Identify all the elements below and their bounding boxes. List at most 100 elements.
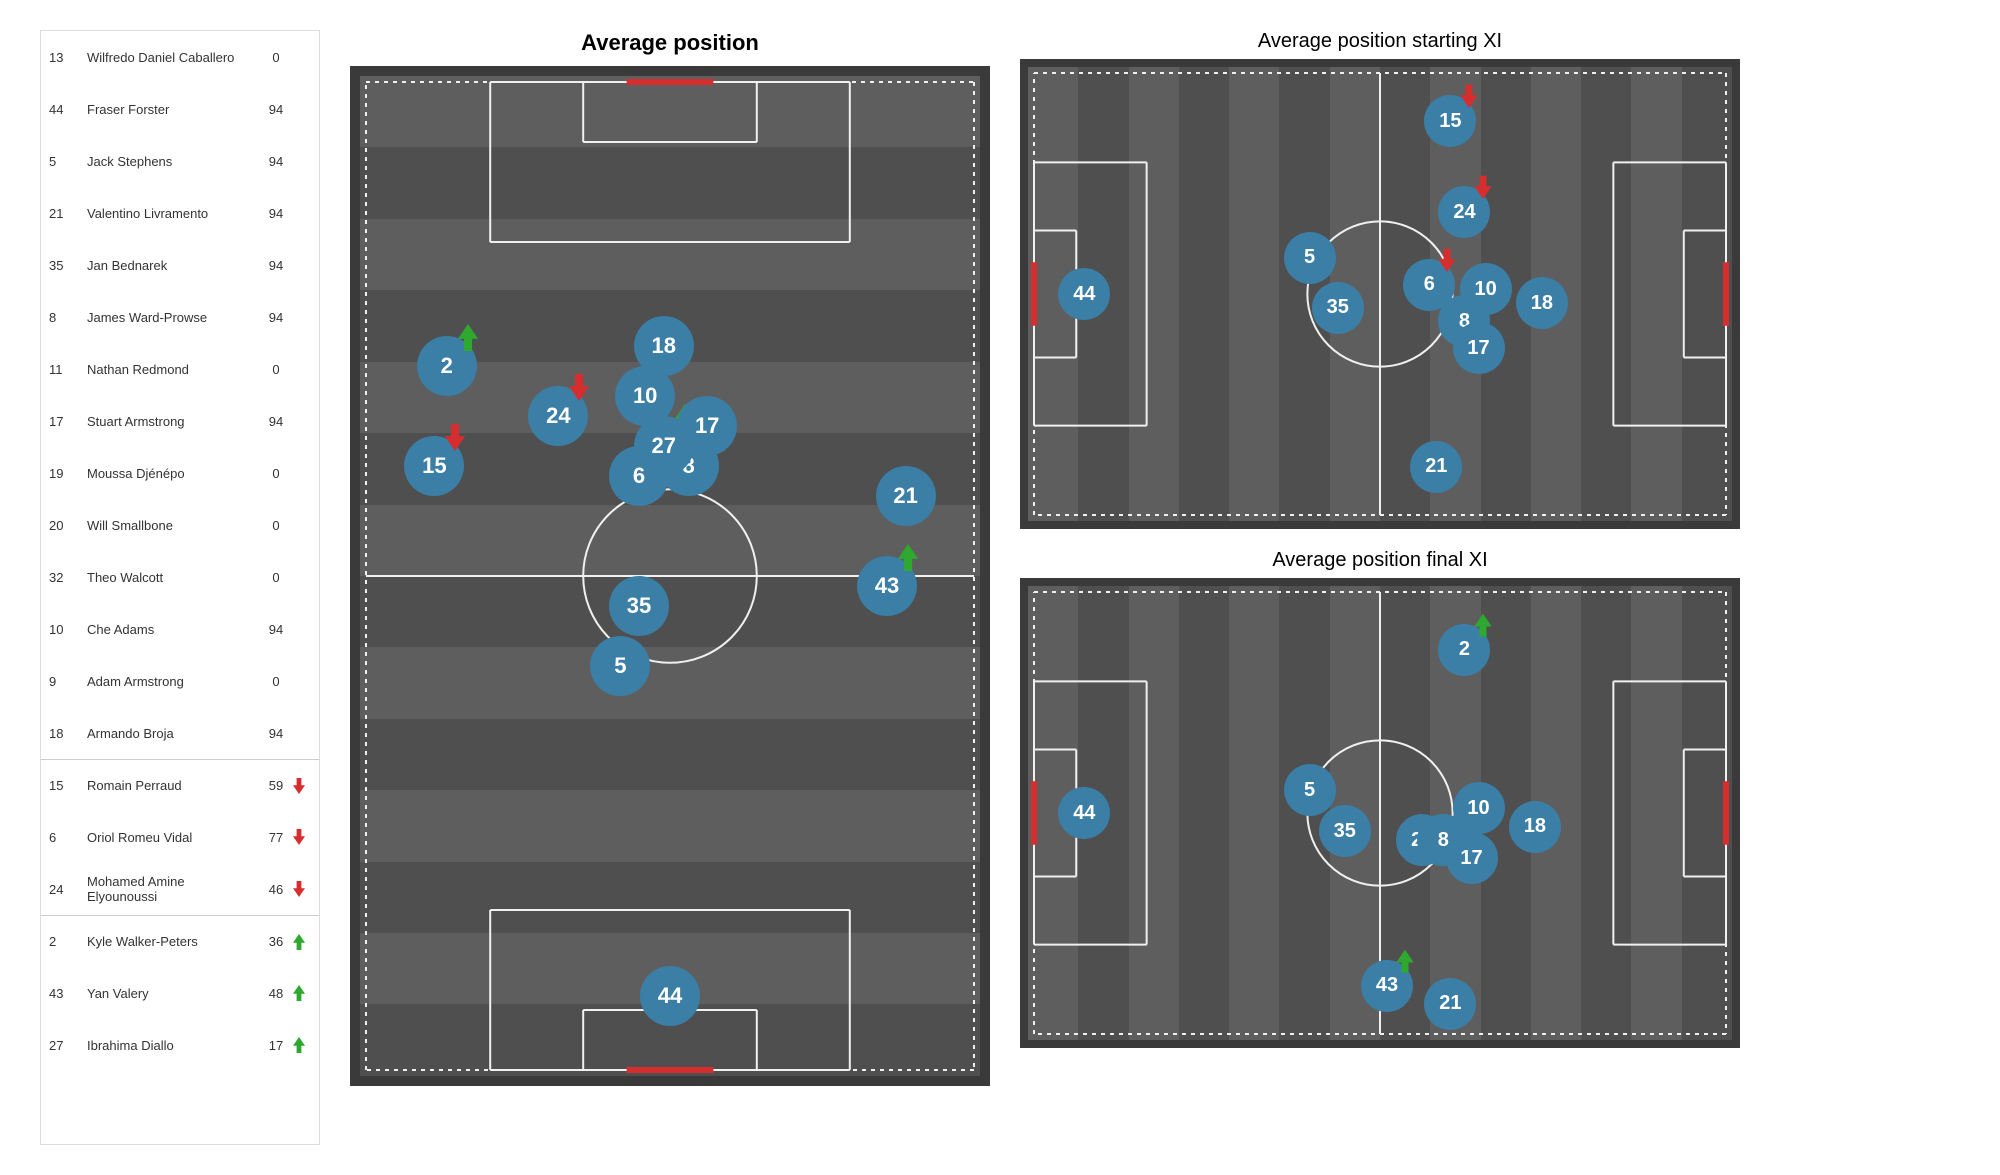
- sub-out-icon: [1474, 176, 1492, 199]
- roster-row: 20Will Smallbone0: [41, 499, 319, 551]
- roster-sub-icon: [293, 829, 311, 845]
- roster-name: Valentino Livramento: [83, 206, 259, 221]
- roster-number: 27: [49, 1038, 83, 1053]
- final-pitch-panel: Average position final XI 44535214327817…: [1020, 549, 1740, 1048]
- roster-row: 35Jan Bednarek94: [41, 239, 319, 291]
- right-column: Average position starting XI 44535216817…: [1020, 30, 1740, 1145]
- roster-name: Jack Stephens: [83, 154, 259, 169]
- roster-row: 9Adam Armstrong0: [41, 655, 319, 707]
- player-marker: 21: [1410, 441, 1462, 493]
- player-marker: 35: [1312, 282, 1364, 334]
- roster-name: Romain Perraud: [83, 778, 259, 793]
- roster-row: 24Mohamed Amine Elyounoussi46: [41, 863, 319, 915]
- roster-row: 21Valentino Livramento94: [41, 187, 319, 239]
- roster-name: Yan Valery: [83, 986, 259, 1001]
- roster-number: 20: [49, 518, 83, 533]
- sub-out-icon: [1460, 85, 1478, 108]
- sub-in-icon: [1474, 613, 1492, 636]
- roster-name: Nathan Redmond: [83, 362, 259, 377]
- roster-name: Adam Armstrong: [83, 674, 259, 689]
- roster-name: Wilfredo Daniel Caballero: [83, 50, 259, 65]
- roster-number: 2: [49, 934, 83, 949]
- starting-pitch-panel: Average position starting XI 44535216817…: [1020, 30, 1740, 529]
- player-marker: 18: [634, 316, 694, 376]
- roster-name: Armando Broja: [83, 726, 259, 741]
- roster-sub-icon: [293, 934, 311, 950]
- roster-minutes: 94: [259, 154, 293, 169]
- roster-minutes: 36: [259, 934, 293, 949]
- roster-row: 13Wilfredo Daniel Caballero0: [41, 31, 319, 83]
- player-marker: 10: [1453, 782, 1505, 834]
- player-marker: 5: [590, 636, 650, 696]
- roster-number: 6: [49, 830, 83, 845]
- roster-row: 43Yan Valery48: [41, 967, 319, 1019]
- roster-number: 21: [49, 206, 83, 221]
- roster-number: 35: [49, 258, 83, 273]
- roster-minutes: 0: [259, 466, 293, 481]
- roster-name: Theo Walcott: [83, 570, 259, 585]
- main-pitch: 445352143682717102418215: [350, 66, 990, 1086]
- roster-number: 8: [49, 310, 83, 325]
- roster-number: 17: [49, 414, 83, 429]
- roster-number: 11: [49, 362, 83, 377]
- roster-name: Jan Bednarek: [83, 258, 259, 273]
- roster-minutes: 0: [259, 674, 293, 689]
- roster-sub-icon: [293, 1037, 311, 1053]
- player-marker: 18: [1509, 801, 1561, 853]
- final-pitch-title: Average position final XI: [1020, 549, 1740, 572]
- roster-minutes: 48: [259, 986, 293, 1001]
- sub-out-icon: [569, 374, 589, 401]
- roster-minutes: 46: [259, 882, 293, 897]
- roster-minutes: 0: [259, 518, 293, 533]
- roster-minutes: 94: [259, 622, 293, 637]
- roster-name: Stuart Armstrong: [83, 414, 259, 429]
- player-marker: 17: [677, 396, 737, 456]
- player-marker: 35: [609, 576, 669, 636]
- roster-name: James Ward-Prowse: [83, 310, 259, 325]
- roster-minutes: 94: [259, 258, 293, 273]
- roster-name: Ibrahima Diallo: [83, 1038, 259, 1053]
- roster-name: Moussa Djénépo: [83, 466, 259, 481]
- player-marker: 44: [1058, 787, 1110, 839]
- sub-out-icon: [445, 424, 465, 451]
- main-pitch-title: Average position: [350, 30, 990, 56]
- roster-minutes: 0: [259, 362, 293, 377]
- roster-row: 44Fraser Forster94: [41, 83, 319, 135]
- roster-number: 44: [49, 102, 83, 117]
- roster-minutes: 94: [259, 726, 293, 741]
- roster-table: 13Wilfredo Daniel Caballero044Fraser For…: [40, 30, 320, 1145]
- roster-minutes: 59: [259, 778, 293, 793]
- roster-number: 32: [49, 570, 83, 585]
- roster-number: 5: [49, 154, 83, 169]
- roster-row: 5Jack Stephens94: [41, 135, 319, 187]
- roster-minutes: 77: [259, 830, 293, 845]
- roster-row: 6Oriol Romeu Vidal77: [41, 811, 319, 863]
- roster-number: 15: [49, 778, 83, 793]
- main-pitch-panel: Average position 44535214368271710241821…: [350, 30, 990, 1145]
- player-marker: 5: [1284, 232, 1336, 284]
- sub-in-icon: [1396, 949, 1414, 972]
- roster-minutes: 94: [259, 206, 293, 221]
- player-marker: 18: [1516, 277, 1568, 329]
- player-marker: 21: [1424, 978, 1476, 1030]
- roster-name: Oriol Romeu Vidal: [83, 830, 259, 845]
- roster-row: 11Nathan Redmond0: [41, 343, 319, 395]
- roster-minutes: 94: [259, 414, 293, 429]
- roster-row: 17Stuart Armstrong94: [41, 395, 319, 447]
- roster-name: Che Adams: [83, 622, 259, 637]
- roster-minutes: 94: [259, 310, 293, 325]
- roster-row: 19Moussa Djénépo0: [41, 447, 319, 499]
- roster-name: Will Smallbone: [83, 518, 259, 533]
- player-marker: 5: [1284, 764, 1336, 816]
- roster-name: Kyle Walker-Peters: [83, 934, 259, 949]
- roster-minutes: 0: [259, 50, 293, 65]
- roster-number: 19: [49, 466, 83, 481]
- roster-minutes: 17: [259, 1038, 293, 1053]
- roster-minutes: 0: [259, 570, 293, 585]
- roster-row: 32Theo Walcott0: [41, 551, 319, 603]
- player-marker: 21: [876, 466, 936, 526]
- roster-row: 27Ibrahima Diallo17: [41, 1019, 319, 1071]
- starting-pitch: 4453521681710182415: [1020, 59, 1740, 529]
- roster-row: 8James Ward-Prowse94: [41, 291, 319, 343]
- starting-pitch-title: Average position starting XI: [1020, 30, 1740, 53]
